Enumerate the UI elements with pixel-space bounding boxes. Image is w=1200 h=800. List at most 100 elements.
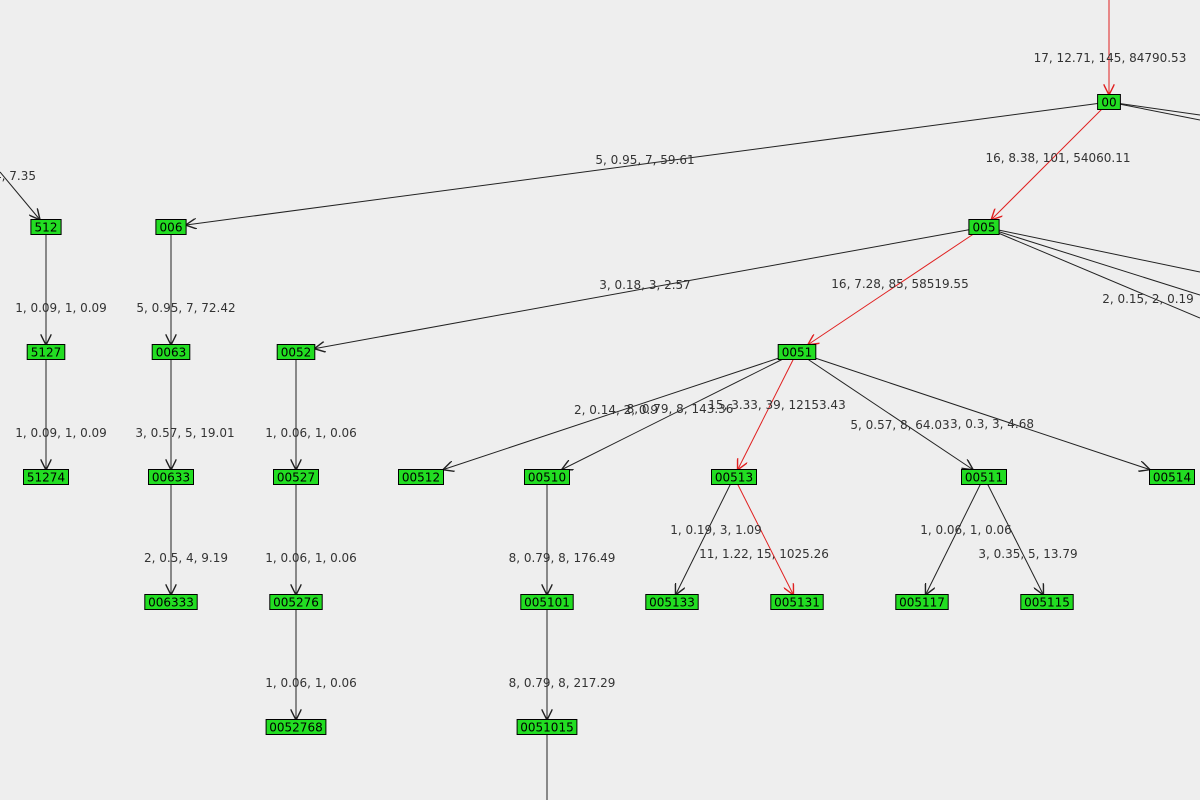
edge-0051-to-00510: [562, 359, 783, 470]
node-box[interactable]: [770, 594, 824, 610]
node-box[interactable]: [516, 719, 578, 735]
node-box[interactable]: [968, 219, 1000, 235]
node-label: 00512: [402, 471, 440, 485]
node-box[interactable]: [398, 469, 444, 485]
node-box[interactable]: [961, 469, 1007, 485]
node-00513[interactable]: 00513: [711, 469, 757, 485]
node-label: 005101: [524, 596, 570, 610]
node-0051015[interactable]: 0051015: [516, 719, 578, 735]
node-005[interactable]: 005: [968, 219, 1000, 235]
node-5127[interactable]: 5127: [26, 344, 66, 360]
edge-00-to-005: [992, 109, 1102, 220]
node-box[interactable]: [148, 469, 194, 485]
node-00510[interactable]: 00510: [524, 469, 570, 485]
node-0063[interactable]: 0063: [151, 344, 191, 360]
edge-label-0051-to-00514: 3, 0.3, 3, 4.68: [950, 417, 1034, 431]
node-box[interactable]: [777, 344, 817, 360]
node-00511[interactable]: 00511: [961, 469, 1007, 485]
node-005276[interactable]: 005276: [269, 594, 323, 610]
edge-label-0051-to-00510: 8, 0.79, 8, 143.36: [627, 402, 734, 416]
edge-label-00527-to-005276: 1, 0.06, 1, 0.06: [265, 551, 357, 565]
node-512[interactable]: 512: [30, 219, 62, 235]
node-0051[interactable]: 0051: [777, 344, 817, 360]
node-box[interactable]: [520, 594, 574, 610]
node-label: 0063: [156, 346, 187, 360]
edge-label-00-to-005: 16, 8.38, 101, 54060.11: [985, 151, 1130, 165]
edge-label-0051-to-00511: 5, 0.57, 8, 64.03: [850, 418, 949, 432]
node-label: 005: [973, 221, 996, 235]
edge-00511-to-005115: [987, 484, 1043, 595]
edge-0051-to-00512: [444, 357, 779, 469]
edge-label-00510-to-005101: 8, 0.79, 8, 176.49: [509, 551, 616, 565]
edge-label-00633-to-006333: 2, 0.5, 4, 9.19: [144, 551, 228, 565]
node-label: 0051015: [520, 721, 573, 735]
node-box[interactable]: [1020, 594, 1074, 610]
edge-offscreen-left-to-512: [0, 171, 40, 220]
edge-label-5127-to-51274: 1, 0.09, 1, 0.09: [15, 426, 107, 440]
node-box[interactable]: [1149, 469, 1195, 485]
edge-label-005-to-offscreen-right-3: 2, 0.15, 2, 0.19: [1102, 292, 1194, 306]
node-00512[interactable]: 00512: [398, 469, 444, 485]
edge-005-to-0051: [808, 234, 974, 345]
node-box[interactable]: [23, 469, 69, 485]
node-00633[interactable]: 00633: [148, 469, 194, 485]
node-box[interactable]: [1097, 94, 1121, 110]
edge-label-offscreen-left-to-512: 4, 7.35: [0, 169, 36, 183]
node-box[interactable]: [276, 344, 316, 360]
node-label: 51274: [27, 471, 65, 485]
node-00514[interactable]: 00514: [1149, 469, 1195, 485]
edge-label-0063-to-00633: 3, 0.57, 5, 19.01: [135, 426, 234, 440]
node-box[interactable]: [711, 469, 757, 485]
node-00[interactable]: 00: [1097, 94, 1121, 110]
node-005101[interactable]: 005101: [520, 594, 574, 610]
nodes-layer: 00 005 006 0051 0052 0063 512 5127 51274 00633 006…: [23, 94, 1195, 735]
node-51274[interactable]: 51274: [23, 469, 69, 485]
node-box[interactable]: [144, 594, 198, 610]
node-label: 00514: [1153, 471, 1191, 485]
node-box[interactable]: [273, 469, 319, 485]
node-006[interactable]: 006: [155, 219, 187, 235]
node-label: 00527: [277, 471, 315, 485]
edge-label-512-to-5127: 1, 0.09, 1, 0.09: [15, 301, 107, 315]
edge-label-005-to-0051: 16, 7.28, 85, 58519.55: [831, 277, 968, 291]
node-005133[interactable]: 005133: [645, 594, 699, 610]
edge-label-00511-to-005117: 1, 0.06, 1, 0.06: [920, 523, 1012, 537]
node-006333[interactable]: 006333: [144, 594, 198, 610]
node-0052[interactable]: 0052: [276, 344, 316, 360]
edge-label-005101-to-0051015: 8, 0.79, 8, 217.29: [509, 676, 616, 690]
node-00527[interactable]: 00527: [273, 469, 319, 485]
edge-label-006-to-0063: 5, 0.95, 7, 72.42: [136, 301, 235, 315]
node-label: 00510: [528, 471, 566, 485]
node-label: 005117: [899, 596, 945, 610]
node-box[interactable]: [269, 594, 323, 610]
node-label: 005131: [774, 596, 820, 610]
node-box[interactable]: [30, 219, 62, 235]
edge-label-0051-to-00512: 2, 0.14, 2, 0.9: [574, 403, 658, 417]
edge-0051-to-00514: [815, 357, 1150, 469]
node-box[interactable]: [645, 594, 699, 610]
edge-00513-to-005133: [676, 484, 731, 595]
node-0052768[interactable]: 0052768: [265, 719, 327, 735]
node-005117[interactable]: 005117: [895, 594, 949, 610]
node-box[interactable]: [265, 719, 327, 735]
node-box[interactable]: [26, 344, 66, 360]
edge-label-top-to-00: 17, 12.71, 145, 84790.53: [1034, 51, 1187, 65]
edge-label-00511-to-005115: 3, 0.35, 5, 13.79: [978, 547, 1077, 561]
node-box[interactable]: [524, 469, 570, 485]
node-label: 006333: [148, 596, 194, 610]
node-label: 005115: [1024, 596, 1070, 610]
node-box[interactable]: [895, 594, 949, 610]
node-005115[interactable]: 005115: [1020, 594, 1074, 610]
edge-005-to-0052: [315, 229, 969, 349]
edge-label-00-to-006: 5, 0.95, 7, 59.61: [595, 153, 694, 167]
node-box[interactable]: [155, 219, 187, 235]
edge-00-to-006: [186, 103, 1098, 225]
node-label: 0052: [281, 346, 312, 360]
edge-label-005276-to-0052768: 1, 0.06, 1, 0.06: [265, 676, 357, 690]
node-box[interactable]: [151, 344, 191, 360]
node-label: 0051: [782, 346, 813, 360]
node-label: 00511: [965, 471, 1003, 485]
edge-label-00513-to-005133: 1, 0.19, 3, 1.09: [670, 523, 762, 537]
node-005131[interactable]: 005131: [770, 594, 824, 610]
edge-00-to-offscreen-right-2: [1120, 103, 1200, 121]
